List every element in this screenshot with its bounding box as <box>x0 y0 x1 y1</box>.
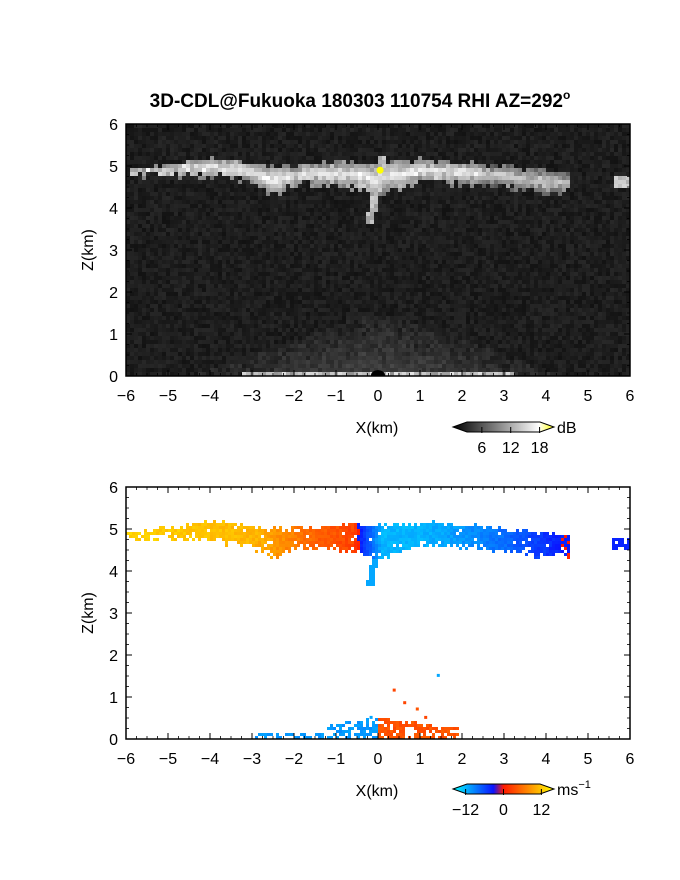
x-tick-label: −4 <box>201 388 219 405</box>
y-tick-label: 2 <box>109 648 118 665</box>
velocity-colorbar-unit: ms−1 <box>557 779 591 799</box>
reflectivity-colorbar-bar <box>451 421 556 433</box>
x-tick-label: −3 <box>243 388 261 405</box>
x-tick-label: −2 <box>285 388 303 405</box>
x-tick-label: 5 <box>584 751 593 768</box>
reflectivity-image <box>126 124 630 376</box>
velocity-panel: −6 −5 −4 −3 −2 −1 0 1 2 3 4 5 6 0 1 2 3 4 5 6 X(km) Z(km) <box>80 480 635 800</box>
velocity-colorbar: −12 0 12 ms−1 <box>451 779 591 819</box>
x-tick-label: 3 <box>500 388 509 405</box>
y-tick-label: 3 <box>109 606 118 623</box>
x-tick-label: −1 <box>327 751 345 768</box>
reflectivity-axes: −6 −5 −4 −3 −2 −1 0 1 2 3 4 5 6 0 1 2 3 4 5 6 <box>109 117 634 405</box>
x-tick-label: −5 <box>159 751 177 768</box>
x-tick-label: 6 <box>626 388 635 405</box>
y-tick-label: 5 <box>109 522 118 539</box>
reflectivity-colorbar-unit: dB <box>557 420 577 437</box>
colorbar-tick-label: 0 <box>499 802 508 819</box>
x-tick-label: −5 <box>159 388 177 405</box>
x-tick-label: 2 <box>458 388 467 405</box>
x-tick-label: −6 <box>117 751 135 768</box>
velocity-ylabel: Z(km) <box>80 592 97 634</box>
velocity-speck <box>436 673 440 677</box>
y-tick-label: 1 <box>109 690 118 707</box>
y-tick-label: 4 <box>109 201 118 218</box>
y-tick-label: 6 <box>109 117 118 134</box>
x-tick-label: −1 <box>327 388 345 405</box>
velocity-image <box>126 520 630 739</box>
y-tick-label: 6 <box>109 480 118 497</box>
velocity-xlabel: X(km) <box>356 783 399 800</box>
velocity-speck <box>392 688 396 692</box>
x-tick-label: −2 <box>285 751 303 768</box>
x-tick-label: 1 <box>416 388 425 405</box>
y-tick-label: 0 <box>109 732 118 749</box>
colorbar-tick-label: 6 <box>477 440 486 457</box>
x-tick-label: 4 <box>542 751 551 768</box>
x-tick-label: 5 <box>584 388 593 405</box>
velocity-speck <box>369 715 373 719</box>
x-tick-label: 2 <box>458 751 467 768</box>
x-tick-label: 0 <box>374 751 383 768</box>
y-tick-label: 1 <box>109 327 118 344</box>
x-tick-label: 6 <box>626 751 635 768</box>
reflectivity-panel: −6 −5 −4 −3 −2 −1 0 1 2 3 4 5 6 0 1 2 3 4 5 6 X(km) Z(km) <box>80 117 635 437</box>
colorbar-tick-label: 18 <box>531 440 549 457</box>
reflectivity-xlabel: X(km) <box>356 420 399 437</box>
velocity-speck <box>403 701 407 705</box>
reflectivity-ylabel: Z(km) <box>80 229 97 271</box>
colorbar-tick-label: 12 <box>502 440 520 457</box>
x-tick-label: 0 <box>374 388 383 405</box>
yellow-marker <box>376 166 384 174</box>
x-tick-label: 4 <box>542 388 551 405</box>
colorbar-tick-label: −12 <box>452 802 479 819</box>
y-tick-label: 2 <box>109 285 118 302</box>
x-tick-label: 3 <box>500 751 509 768</box>
y-tick-label: 4 <box>109 564 118 581</box>
velocity-axes: −6 −5 −4 −3 −2 −1 0 1 2 3 4 5 6 0 1 2 3 4 5 6 <box>109 480 634 768</box>
y-tick-label: 5 <box>109 159 118 176</box>
x-tick-label: −3 <box>243 751 261 768</box>
chart-title: 3D-CDL@Fukuoka 180303 110754 RHI AZ=292o <box>150 88 571 112</box>
x-tick-label: −4 <box>201 751 219 768</box>
velocity-speck <box>415 707 419 711</box>
colorbar-tick-label: 12 <box>532 802 550 819</box>
velocity-speck <box>424 715 428 719</box>
x-tick-label: 1 <box>416 751 425 768</box>
reflectivity-colorbar: 6 12 18 dB <box>451 420 577 457</box>
y-tick-label: 3 <box>109 243 118 260</box>
x-tick-label: −6 <box>117 388 135 405</box>
y-tick-label: 0 <box>109 369 118 386</box>
